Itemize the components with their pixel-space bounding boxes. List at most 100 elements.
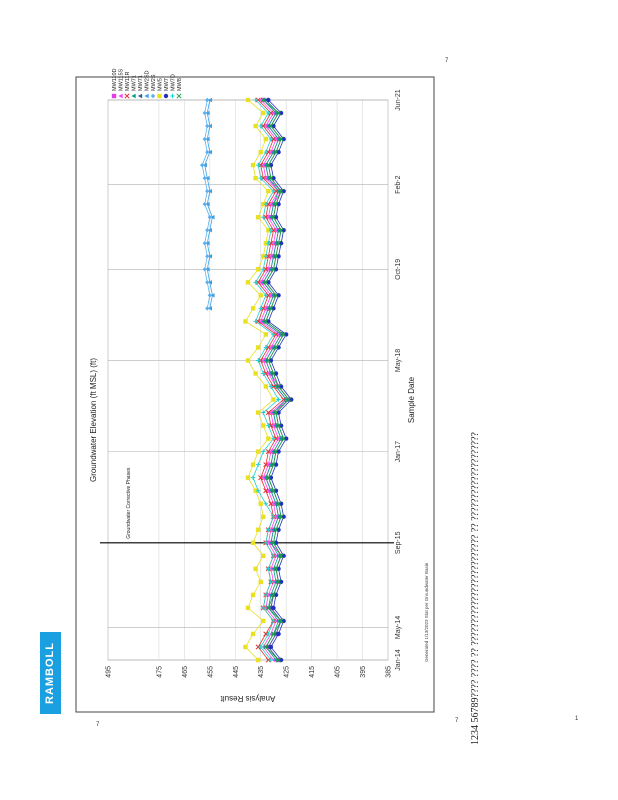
- x-tick-label: Oct-19: [395, 259, 402, 280]
- data-point: [243, 644, 248, 650]
- data-point: [207, 293, 213, 298]
- data-point: [266, 631, 271, 637]
- data-point: [263, 241, 269, 246]
- data-point: [273, 527, 279, 533]
- x-tick-label: Feb-2: [395, 175, 402, 193]
- y-tick-label: 455: [207, 666, 214, 678]
- data-point: [268, 410, 274, 415]
- data-point: [260, 305, 266, 311]
- data-point: [275, 657, 282, 663]
- data-point: [261, 254, 266, 259]
- data-point: [258, 293, 263, 298]
- data-point: [273, 514, 279, 519]
- page-mark-right-top: 7: [445, 58, 449, 64]
- data-point: [266, 241, 271, 246]
- data-point: [263, 540, 269, 545]
- data-point: [163, 93, 169, 99]
- data-point: [245, 475, 251, 480]
- data-point: [253, 123, 258, 129]
- data-point: [205, 188, 210, 194]
- y-tick-label: 415: [309, 666, 316, 678]
- data-point: [273, 136, 279, 142]
- data-point: [271, 188, 276, 194]
- data-point: [210, 293, 215, 298]
- data-point: [268, 254, 274, 259]
- data-point: [261, 475, 266, 480]
- x-tick-label: May-14: [395, 616, 402, 639]
- data-point: [150, 93, 156, 99]
- data-point: [268, 240, 274, 246]
- data-point: [157, 93, 162, 99]
- data-point: [266, 371, 271, 376]
- y-tick-label: 475: [156, 666, 163, 678]
- data-point: [205, 254, 210, 259]
- legend-entry: MW115S: [119, 68, 125, 91]
- data-point: [273, 228, 279, 233]
- data-point: [245, 97, 251, 103]
- data-point: [263, 123, 269, 129]
- data-point: [268, 110, 274, 116]
- data-point: [255, 318, 261, 324]
- data-point: [202, 175, 207, 181]
- data-point: [265, 162, 271, 168]
- data-point: [271, 241, 276, 246]
- data-point: [205, 241, 210, 246]
- data-point: [263, 488, 269, 494]
- data-point: [265, 410, 271, 416]
- data-point: [258, 475, 264, 481]
- data-point: [263, 462, 269, 468]
- data-point: [263, 644, 269, 650]
- annotation-label: Groundwater Corrective Phases: [126, 467, 132, 539]
- data-point: [263, 345, 269, 350]
- data-point: [258, 501, 263, 506]
- data-point: [255, 162, 261, 168]
- data-point: [205, 123, 210, 129]
- data-point: [245, 358, 251, 363]
- data-point: [273, 201, 279, 207]
- data-point: [270, 592, 277, 598]
- data-point: [268, 123, 274, 129]
- data-point: [271, 332, 276, 337]
- data-point: [255, 488, 261, 493]
- page-mark-left-top: 7: [455, 718, 459, 724]
- legend-entry: MW5: [158, 78, 164, 91]
- data-point: [268, 149, 274, 155]
- data-point: [273, 344, 279, 350]
- data-point: [202, 136, 207, 142]
- data-point: [268, 579, 274, 585]
- data-point: [268, 644, 274, 650]
- data-point: [261, 618, 266, 624]
- page-mark-bottom: 1: [575, 716, 579, 722]
- data-point: [268, 201, 274, 207]
- data-point: [253, 319, 258, 324]
- data-point: [255, 462, 261, 467]
- data-point: [207, 306, 213, 311]
- data-point: [260, 97, 266, 103]
- data-point: [144, 93, 149, 99]
- data-point: [263, 384, 269, 389]
- y-tick-label: 405: [335, 666, 342, 678]
- data-point: [273, 449, 279, 455]
- data-point: [273, 410, 279, 416]
- data-point: [263, 293, 269, 298]
- data-point: [268, 384, 274, 389]
- data-point: [271, 436, 276, 441]
- data-point: [250, 631, 256, 637]
- page-mark-left-bottom: 7: [96, 722, 100, 728]
- data-point: [268, 657, 274, 663]
- data-point: [199, 162, 205, 168]
- data-point: [273, 553, 279, 559]
- data-point: [263, 254, 269, 259]
- data-point: [255, 410, 261, 415]
- data-point: [271, 397, 276, 402]
- data-point: [263, 318, 269, 324]
- data-point: [271, 514, 276, 519]
- data-point: [176, 93, 182, 99]
- data-point: [205, 306, 210, 311]
- data-point: [207, 97, 213, 103]
- data-point: [202, 201, 207, 207]
- data-point: [263, 201, 269, 207]
- data-point: [261, 410, 266, 415]
- logo-text: RAMBOLL: [44, 642, 56, 704]
- data-point: [205, 228, 210, 233]
